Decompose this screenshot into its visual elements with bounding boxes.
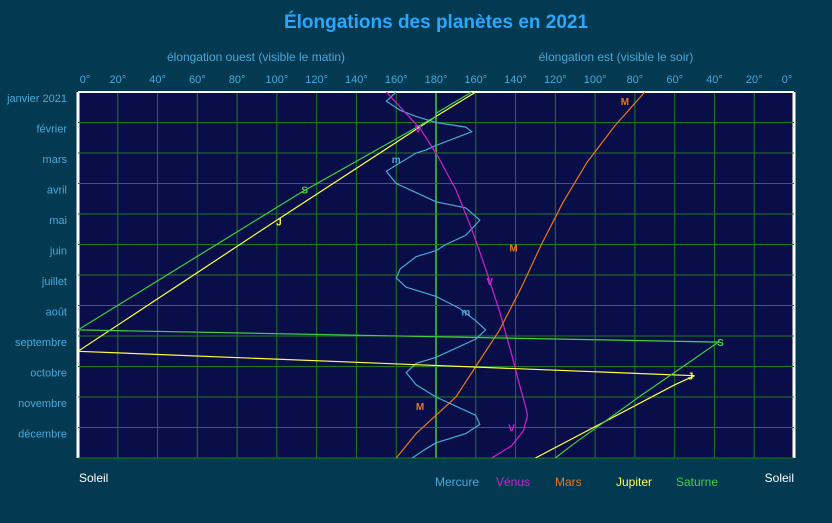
x-tick-label: 120° <box>544 74 567 86</box>
mercure-curve <box>435 295 487 358</box>
month-label: avril <box>47 185 67 197</box>
x-axis-label-east: élongation est (visible le soir) <box>539 50 694 64</box>
mercure-curve <box>435 201 481 252</box>
x-tick-label: 40° <box>149 74 166 86</box>
month-label: novembre <box>18 398 67 410</box>
legend: Mercure Vénus Mars Jupiter Saturne <box>435 475 718 489</box>
jupiter-curve-early <box>435 92 477 117</box>
mercure-curve <box>411 442 437 458</box>
venus-curve <box>385 92 437 154</box>
month-label: juin <box>49 246 67 258</box>
mercure-curve <box>395 250 437 297</box>
jupiter-marker: J <box>688 372 694 383</box>
mars-curve <box>395 414 437 458</box>
legend-venus: Vénus <box>496 475 530 489</box>
mars-marker: M <box>621 97 629 108</box>
x-tick-label: 160° <box>385 74 408 86</box>
sun-label-left: Soleil <box>79 471 108 485</box>
x-tick-label: 20° <box>746 74 763 86</box>
grid <box>76 91 796 459</box>
venus-marker: V <box>415 125 422 136</box>
month-label: décembre <box>18 429 67 441</box>
mars-curve <box>435 92 646 416</box>
jupiter-curve <box>78 115 695 458</box>
x-tick-label: 100° <box>584 74 607 86</box>
mars-marker: M <box>509 244 517 255</box>
mercure-curve <box>385 144 437 203</box>
saturne-marker: S <box>301 186 308 197</box>
x-tick-label: 60° <box>666 74 683 86</box>
month-label: février <box>36 124 67 136</box>
x-tick-labels: 0° 20° 40° 60° 80° 100° 120° 140° 160° 180° 160° 14… <box>80 74 793 86</box>
x-tick-label: 0° <box>782 74 793 86</box>
saturne-curve <box>78 115 721 458</box>
mercure-marker: m <box>461 308 470 319</box>
x-tick-label: 180° <box>425 74 448 86</box>
month-label: mai <box>49 215 67 227</box>
venus-marker: V <box>508 424 515 435</box>
venus-curve <box>435 152 529 458</box>
saturne-marker: S <box>717 338 724 349</box>
x-tick-label: 60° <box>189 74 206 86</box>
month-label: juillet <box>41 276 67 288</box>
legend-saturne: Saturne <box>676 475 718 489</box>
mercure-curve <box>385 92 437 124</box>
saturne-curve-early <box>435 92 473 114</box>
x-tick-label: 0° <box>80 74 91 86</box>
planet-markers: m m V V V M M M J J S S <box>276 97 724 434</box>
legend-jupiter: Jupiter <box>616 475 652 489</box>
chart-title: Élongations des planètes en 2021 <box>284 11 589 33</box>
mercure-curve <box>435 396 481 444</box>
x-axis-label-west: élongation ouest (visible le matin) <box>167 50 345 64</box>
x-tick-label: 80° <box>229 74 246 86</box>
legend-mars: Mars <box>555 475 582 489</box>
month-label: septembre <box>15 337 67 349</box>
mercure-curve <box>405 356 437 398</box>
jupiter-marker: J <box>276 218 282 229</box>
month-label: mars <box>43 154 68 166</box>
venus-marker: V <box>486 277 493 288</box>
x-tick-label: 80° <box>627 74 644 86</box>
x-tick-label: 160° <box>464 74 487 86</box>
month-label: août <box>46 307 67 319</box>
month-labels: janvier 2021 février mars avril mai juin juill… <box>6 93 67 441</box>
planet-curves <box>78 92 721 458</box>
month-label: janvier 2021 <box>6 93 67 105</box>
x-tick-label: 140° <box>345 74 368 86</box>
x-tick-label: 40° <box>706 74 723 86</box>
mars-marker: M <box>416 402 424 413</box>
x-tick-label: 20° <box>109 74 126 86</box>
mercure-marker: m <box>392 155 401 166</box>
sun-label-right: Soleil <box>765 471 794 485</box>
x-tick-label: 120° <box>305 74 328 86</box>
month-label: octobre <box>30 368 67 380</box>
legend-mercure: Mercure <box>435 475 479 489</box>
x-tick-label: 100° <box>266 74 289 86</box>
x-tick-label: 140° <box>504 74 527 86</box>
mercure-curve <box>435 121 474 146</box>
